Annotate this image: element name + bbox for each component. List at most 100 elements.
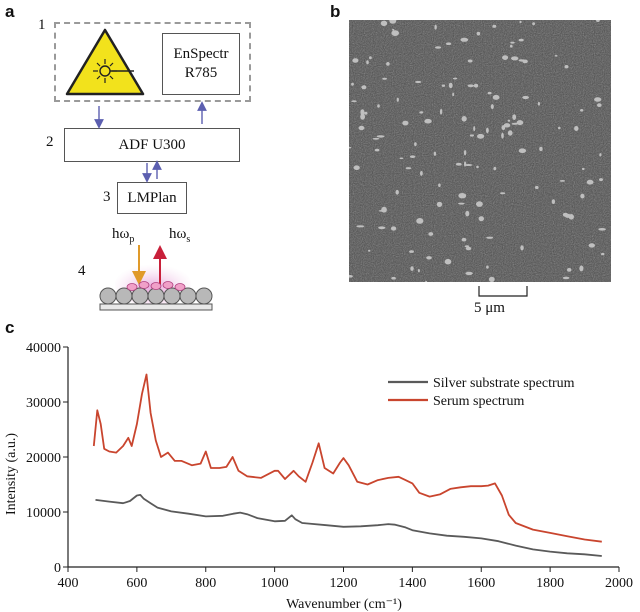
beam-arrows: [94, 101, 213, 311]
step-number-4: 4: [78, 263, 86, 279]
particle-speck: [426, 256, 432, 260]
particle-speck: [358, 125, 365, 131]
particle-speck: [425, 280, 428, 282]
particle-speck: [490, 104, 494, 110]
particle-speck: [461, 116, 467, 122]
scale-bar: [478, 286, 528, 297]
particle-speck: [409, 250, 414, 253]
particle-speck: [562, 276, 570, 280]
particle-speck: [452, 92, 455, 97]
photon-in-label: hωp: [112, 226, 135, 245]
particle-speck: [435, 46, 442, 49]
particle-speck: [415, 80, 422, 84]
series-line-silver-substrate: [95, 494, 602, 557]
particle-speck: [465, 271, 473, 276]
particle-speck: [559, 180, 565, 182]
particle-speck: [510, 41, 515, 44]
particle-speck: [410, 266, 414, 271]
particle-speck: [428, 232, 434, 236]
adf-label: ADF U300: [118, 136, 186, 153]
particle-speck: [503, 123, 511, 128]
particle-speck: [446, 42, 452, 45]
particle-speck: [486, 265, 489, 269]
particle-speck: [594, 97, 602, 102]
series-line-serum: [92, 373, 602, 543]
x-tick-label: 600: [126, 576, 147, 591]
particle-speck: [463, 150, 467, 156]
raman-spectrum-chart: 400 600 800 1000 1200 1400 1600 1800 20000100002…: [4, 341, 633, 612]
particle-speck: [502, 55, 509, 60]
particle-speck: [532, 22, 535, 26]
particle-speck: [588, 243, 595, 248]
particle-speck: [507, 119, 511, 122]
particle-speck: [487, 91, 492, 95]
y-axis-label: Intensity (a.u.): [4, 433, 19, 515]
particle-speck: [511, 122, 519, 125]
particle-speck: [486, 236, 494, 239]
particle-speck: [352, 58, 359, 63]
particle-speck: [500, 192, 506, 195]
spectrometer-box: EnSpectr R785: [162, 33, 240, 95]
particle-speck: [469, 134, 474, 137]
particle-speck: [511, 56, 519, 61]
particle-speck: [465, 246, 472, 251]
particle-speck: [467, 84, 475, 88]
particle-speck: [351, 100, 357, 103]
particle-speck: [402, 120, 409, 126]
particle-speck: [460, 37, 469, 42]
particle-speck: [586, 179, 594, 185]
legend-label: Silver substrate spectrum: [433, 376, 575, 391]
step-number-3: 3: [103, 189, 111, 205]
x-tick-label: 1000: [261, 576, 289, 591]
laser-module-enclosure: [54, 22, 251, 102]
particle-speck: [599, 178, 603, 182]
particle-speck: [473, 83, 479, 88]
x-tick-label: 1800: [536, 576, 564, 591]
x-tick-label: 1600: [467, 576, 495, 591]
particle-speck: [598, 228, 606, 231]
particle-speck: [349, 146, 352, 149]
particle-speck: [520, 245, 524, 251]
particle-speck: [396, 97, 399, 102]
particle-speck: [409, 155, 416, 158]
particle-speck: [601, 252, 605, 256]
panel-c-label: c: [5, 318, 15, 337]
particle-speck: [444, 258, 452, 265]
particle-speck: [580, 193, 585, 199]
particle-speck: [391, 276, 396, 280]
y-tick-label: 10000: [26, 506, 61, 521]
particle-speck: [476, 31, 481, 36]
particle-speck: [596, 20, 600, 22]
particle-speck: [579, 265, 584, 272]
adf-box: ADF U300: [64, 128, 240, 162]
particle-speck: [551, 199, 555, 205]
particle-speck: [353, 165, 360, 170]
serum-molecules: [126, 281, 186, 291]
particle-speck: [501, 132, 504, 139]
particle-speck: [364, 111, 368, 115]
y-tick-label: 30000: [26, 396, 61, 411]
x-tick-label: 1200: [330, 576, 358, 591]
substrate-slide: [99, 303, 213, 311]
particle-speck: [395, 189, 399, 195]
particle-speck: [519, 20, 522, 24]
particle-speck: [507, 130, 513, 136]
objective-label: LMPlan: [127, 189, 177, 206]
particle-speck: [439, 108, 443, 115]
x-tick-label: 2000: [605, 576, 633, 591]
particle-speck: [477, 133, 485, 139]
particle-speck: [461, 237, 467, 242]
silver-nanoparticles: [99, 287, 213, 305]
particle-speck: [389, 20, 397, 24]
particle-speck: [448, 82, 453, 89]
particle-speck: [424, 118, 432, 124]
particle-speck: [464, 161, 467, 167]
particle-speck: [558, 126, 561, 130]
particle-speck: [537, 101, 540, 106]
spectrometer-label: EnSpectr R785: [173, 46, 229, 81]
particle-speck: [390, 226, 397, 231]
particle-speck: [436, 201, 443, 207]
particle-speck: [464, 245, 470, 248]
scale-bar-label: 5 μm: [474, 300, 505, 316]
particle-speck: [391, 30, 399, 36]
